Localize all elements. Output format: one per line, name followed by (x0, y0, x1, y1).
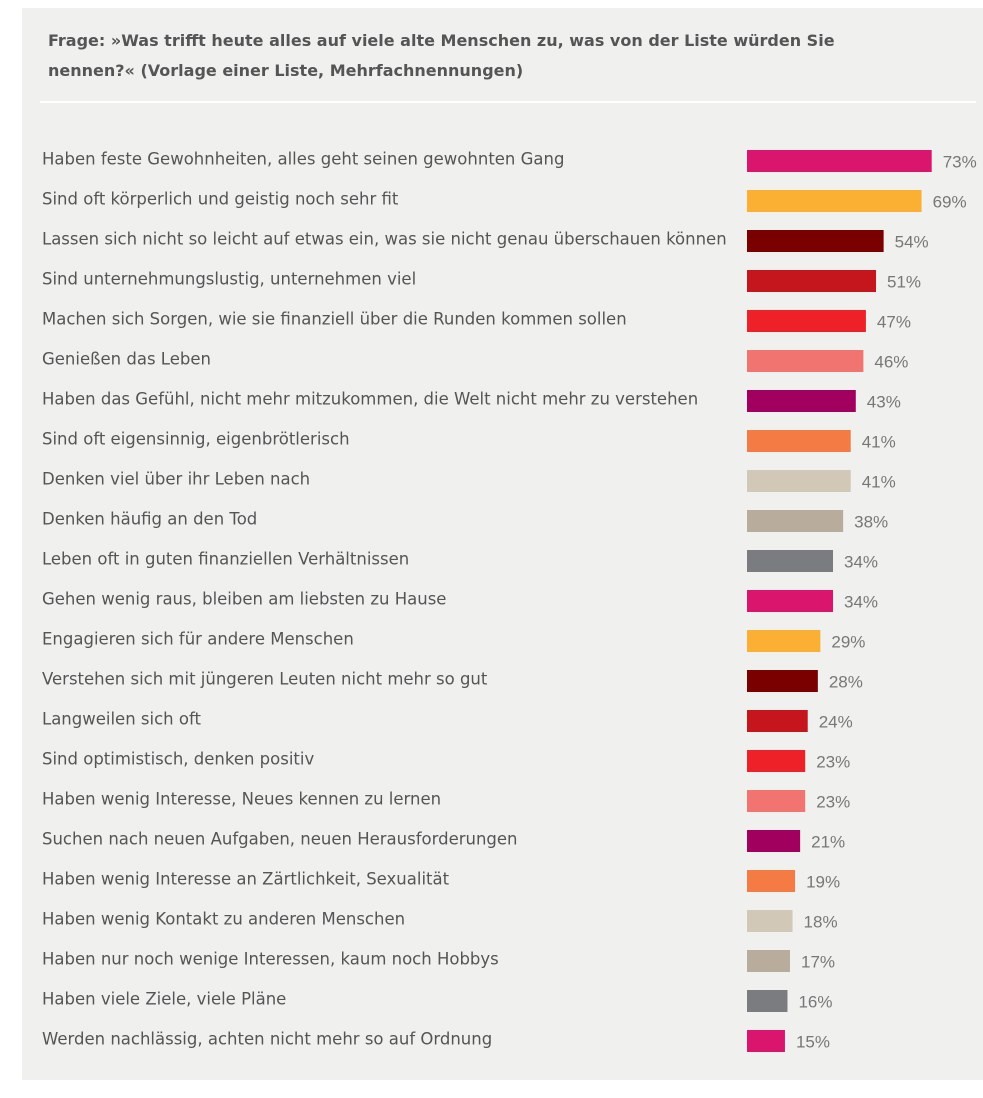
value-label: 43% (867, 392, 901, 411)
bar (747, 910, 793, 932)
bar (747, 550, 834, 572)
category-label: Haben nur noch wenige Interessen, kaum n… (42, 950, 499, 969)
category-label: Haben wenig Interesse an Zärtlichkeit, S… (42, 870, 450, 889)
bar (747, 870, 796, 892)
value-label: 16% (798, 992, 832, 1011)
value-label: 34% (844, 592, 878, 611)
bar (747, 390, 856, 412)
value-label: 54% (895, 232, 929, 251)
bar (747, 950, 791, 972)
category-label: Denken häufig an den Tod (42, 510, 257, 529)
category-label: Sind unternehmungslustig, unternehmen vi… (42, 270, 416, 289)
value-label: 29% (831, 632, 865, 651)
category-label: Genießen das Leben (42, 350, 211, 369)
category-label: Suchen nach neuen Aufgaben, neuen Heraus… (42, 830, 518, 849)
category-label: Haben viele Ziele, viele Pläne (42, 990, 286, 1009)
value-label: 41% (862, 432, 896, 451)
bar (747, 1030, 785, 1052)
value-label: 17% (801, 952, 835, 971)
value-label: 69% (933, 192, 967, 211)
category-label: Sind oft körperlich und geistig noch seh… (42, 190, 399, 209)
chart-title: Frage: »Was trifft heute alles auf viele… (48, 31, 835, 80)
category-label: Langweilen sich oft (42, 710, 201, 729)
value-label: 19% (806, 872, 840, 891)
category-label: Haben das Gefühl, nicht mehr mitzukommen… (42, 390, 698, 409)
bar (747, 670, 818, 692)
value-label: 21% (811, 832, 845, 851)
value-label: 38% (854, 512, 888, 531)
value-label: 47% (877, 312, 911, 331)
value-label: 15% (796, 1032, 830, 1051)
panel (22, 8, 983, 1080)
category-label: Leben oft in guten finanziellen Verhältn… (42, 550, 409, 569)
category-label: Lassen sich nicht so leicht auf etwas ei… (42, 230, 727, 249)
value-label: 41% (862, 472, 896, 491)
bar (747, 310, 866, 332)
value-label: 28% (829, 672, 863, 691)
category-label: Haben wenig Kontakt zu anderen Menschen (42, 910, 405, 929)
bar (747, 190, 922, 212)
value-label: 23% (816, 792, 850, 811)
category-label: Werden nachlässig, achten nicht mehr so … (42, 1030, 492, 1049)
bar (747, 590, 834, 612)
bar (747, 830, 801, 852)
bar (747, 990, 788, 1012)
bar (747, 350, 864, 372)
bar (747, 470, 851, 492)
bar (747, 230, 884, 252)
category-label: Machen sich Sorgen, wie sie finanziell ü… (42, 310, 627, 329)
category-label: Sind optimistisch, denken positiv (42, 750, 314, 769)
separator (40, 101, 976, 103)
value-label: 24% (819, 712, 853, 731)
bar (747, 630, 821, 652)
value-label: 23% (816, 752, 850, 771)
category-label: Verstehen sich mit jüngeren Leuten nicht… (42, 670, 488, 689)
category-label: Sind oft eigensinnig, eigenbrötlerisch (42, 430, 350, 449)
category-label: Denken viel über ihr Leben nach (42, 470, 310, 489)
bar (747, 790, 806, 812)
category-label: Haben feste Gewohnheiten, alles geht sei… (42, 150, 564, 169)
bar (747, 750, 806, 772)
category-label: Engagieren sich für andere Menschen (42, 630, 354, 649)
bar (747, 430, 851, 452)
value-label: 18% (804, 912, 838, 931)
category-label: Haben wenig Interesse, Neues kennen zu l… (42, 790, 441, 809)
bar (747, 150, 932, 172)
value-label: 34% (844, 552, 878, 571)
value-label: 73% (943, 152, 977, 171)
value-label: 46% (874, 352, 908, 371)
bar (747, 710, 808, 732)
value-label: 51% (887, 272, 921, 291)
bar (747, 510, 844, 532)
bar (747, 270, 877, 292)
category-label: Gehen wenig raus, bleiben am liebsten zu… (42, 590, 446, 609)
